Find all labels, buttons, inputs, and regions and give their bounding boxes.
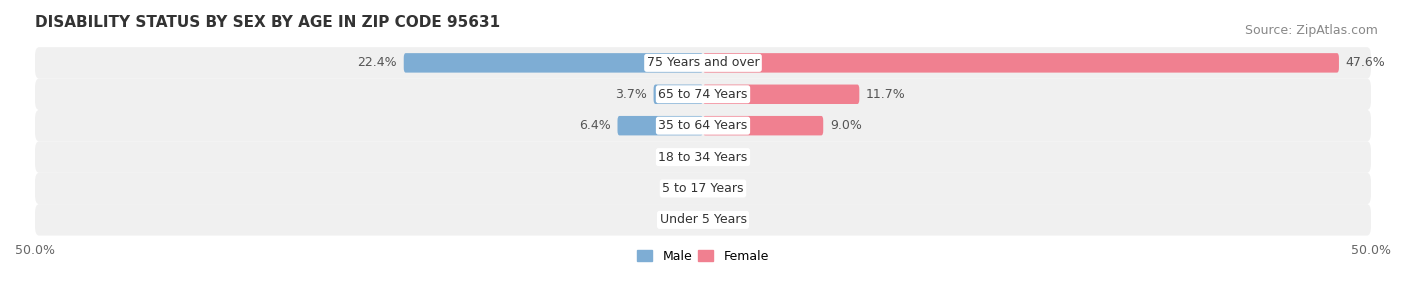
FancyBboxPatch shape — [617, 116, 703, 135]
Text: 65 to 74 Years: 65 to 74 Years — [658, 88, 748, 101]
FancyBboxPatch shape — [703, 116, 824, 135]
FancyBboxPatch shape — [35, 110, 1371, 142]
FancyBboxPatch shape — [35, 47, 1371, 79]
Text: DISABILITY STATUS BY SEX BY AGE IN ZIP CODE 95631: DISABILITY STATUS BY SEX BY AGE IN ZIP C… — [35, 15, 501, 30]
Text: 0.0%: 0.0% — [710, 151, 742, 163]
Text: 0.0%: 0.0% — [710, 214, 742, 226]
Text: 18 to 34 Years: 18 to 34 Years — [658, 151, 748, 163]
Text: 22.4%: 22.4% — [357, 56, 396, 69]
Text: Source: ZipAtlas.com: Source: ZipAtlas.com — [1244, 24, 1378, 38]
Text: 0.0%: 0.0% — [710, 182, 742, 195]
Text: 47.6%: 47.6% — [1346, 56, 1385, 69]
Text: 75 Years and over: 75 Years and over — [647, 56, 759, 69]
Text: 0.0%: 0.0% — [664, 182, 696, 195]
Text: 0.0%: 0.0% — [664, 151, 696, 163]
FancyBboxPatch shape — [35, 79, 1371, 110]
Text: 0.0%: 0.0% — [664, 214, 696, 226]
FancyBboxPatch shape — [703, 53, 1339, 73]
Text: Under 5 Years: Under 5 Years — [659, 214, 747, 226]
Text: 9.0%: 9.0% — [830, 119, 862, 132]
FancyBboxPatch shape — [35, 173, 1371, 204]
Text: 3.7%: 3.7% — [614, 88, 647, 101]
Legend: Male, Female: Male, Female — [633, 245, 773, 268]
FancyBboxPatch shape — [654, 84, 703, 104]
Text: 11.7%: 11.7% — [866, 88, 905, 101]
Text: 6.4%: 6.4% — [579, 119, 610, 132]
FancyBboxPatch shape — [35, 142, 1371, 173]
FancyBboxPatch shape — [35, 204, 1371, 235]
FancyBboxPatch shape — [703, 84, 859, 104]
Text: 5 to 17 Years: 5 to 17 Years — [662, 182, 744, 195]
FancyBboxPatch shape — [404, 53, 703, 73]
Text: 35 to 64 Years: 35 to 64 Years — [658, 119, 748, 132]
